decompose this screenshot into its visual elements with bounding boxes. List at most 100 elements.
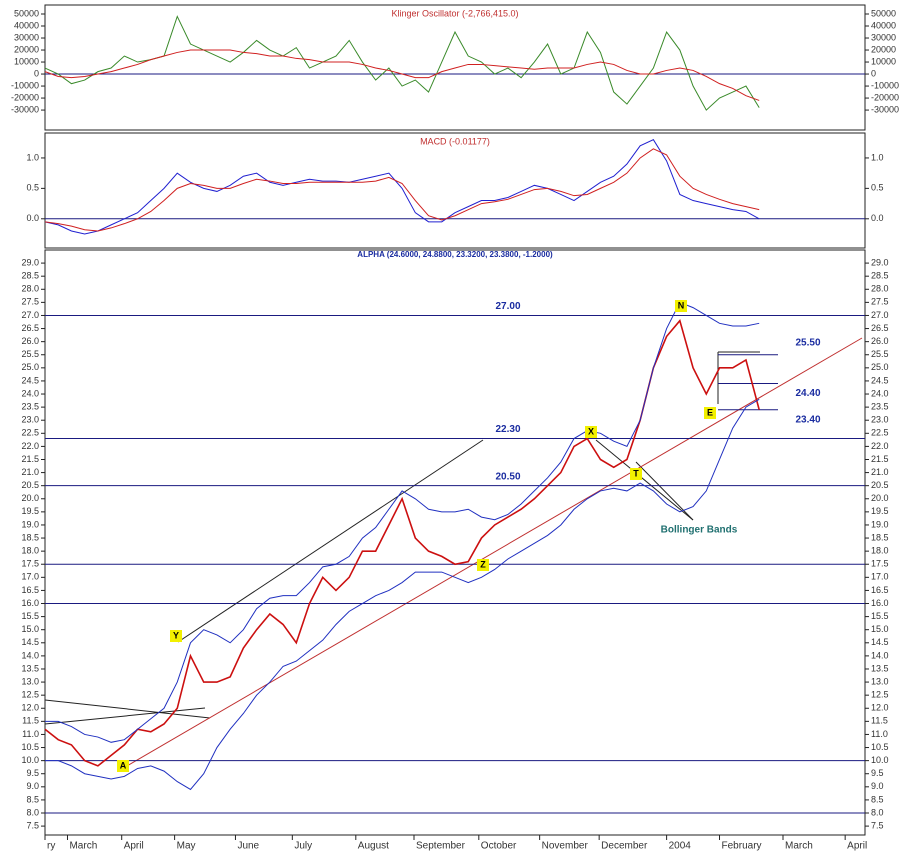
x-tick-label: July — [294, 841, 312, 852]
y-tick-label: 10000 — [14, 56, 39, 66]
y-tick-label: 28.5 — [21, 271, 39, 281]
marker-bg — [630, 468, 642, 480]
level-label: 24.40 — [795, 388, 820, 399]
y-tick-label: 10.5 — [21, 742, 39, 752]
y-tick-label: 13.0 — [871, 676, 889, 686]
y-tick-label: 16.0 — [21, 598, 39, 608]
y-tick-label: 50000 — [871, 8, 896, 18]
y-tick-label: 21.5 — [871, 454, 889, 464]
y-tick-label: 18.5 — [871, 532, 889, 542]
y-tick-label: 24.5 — [21, 375, 39, 385]
x-tick-label: March — [69, 841, 97, 852]
y-tick-label: 22.5 — [21, 428, 39, 438]
y-tick-label: 14.0 — [21, 650, 39, 660]
y-tick-label: 29.0 — [871, 257, 889, 267]
y-tick-label: 13.5 — [21, 663, 39, 673]
y-tick-label: 7.5 — [871, 820, 884, 830]
panel-title: MACD (-0.01177) — [420, 136, 490, 146]
y-tick-label: 18.0 — [871, 546, 889, 556]
y-tick-label: 16.5 — [21, 585, 39, 595]
marker-bg — [170, 630, 182, 642]
y-tick-label: 21.5 — [21, 454, 39, 464]
y-tick-label: 23.0 — [21, 415, 39, 425]
level-label: 25.50 — [795, 337, 820, 348]
y-tick-label: 13.0 — [21, 676, 39, 686]
series-line — [44, 148, 760, 232]
y-tick-label: 14.5 — [871, 637, 889, 647]
x-tick-label: November — [542, 841, 589, 852]
y-tick-label: 30000 — [14, 32, 39, 42]
y-tick-label: 1.0 — [871, 152, 884, 162]
y-tick-label: 17.5 — [21, 559, 39, 569]
y-tick-label: 11.0 — [22, 729, 39, 739]
y-tick-label: 28.5 — [871, 271, 889, 281]
x-tick-label: September — [416, 841, 466, 852]
y-tick-label: 0 — [871, 68, 876, 78]
y-tick-label: 15.5 — [21, 611, 39, 621]
y-tick-label: 8.0 — [871, 807, 884, 817]
y-tick-label: 25.5 — [21, 349, 39, 359]
y-tick-label: -30000 — [871, 104, 899, 114]
marker: X — [588, 426, 594, 436]
y-tick-label: 15.0 — [871, 624, 889, 634]
y-tick-label: 17.0 — [21, 572, 39, 582]
x-tick-label: 2004 — [669, 841, 692, 852]
y-tick-label: 9.0 — [871, 781, 884, 791]
level-label: 22.30 — [495, 424, 520, 435]
panel — [44, 132, 866, 249]
y-tick-label: 27.0 — [871, 310, 889, 320]
y-tick-label: 27.5 — [871, 297, 889, 307]
y-tick-label: 25.0 — [871, 362, 889, 372]
y-tick-label: 50000 — [14, 8, 39, 18]
marker: T — [633, 468, 639, 478]
marker-bg — [477, 559, 489, 571]
y-tick-label: 9.5 — [26, 768, 39, 778]
y-tick-label: 8.5 — [871, 794, 884, 804]
y-tick-label: 26.5 — [21, 323, 39, 333]
series-line — [45, 301, 760, 743]
y-tick-label: 0.0 — [26, 213, 39, 223]
y-tick-label: 19.5 — [871, 506, 889, 516]
marker-bg — [117, 760, 129, 772]
x-tick-label: February — [722, 841, 762, 852]
y-tick-label: 23.5 — [871, 401, 889, 411]
y-tick-label: 15.5 — [871, 611, 889, 621]
y-tick-label: 19.5 — [21, 506, 39, 516]
y-tick-label: 11.0 — [871, 729, 888, 739]
y-tick-label: -20000 — [11, 92, 39, 102]
marker-bg — [704, 407, 716, 419]
y-tick-label: 12.0 — [871, 703, 889, 713]
y-tick-label: 18.5 — [21, 532, 39, 542]
y-tick-label: 9.5 — [871, 768, 884, 778]
series-line — [44, 139, 760, 235]
x-tick-label: August — [358, 841, 389, 852]
y-tick-label: 12.5 — [871, 690, 889, 700]
y-tick-label: -10000 — [871, 80, 899, 90]
y-tick-label: 30000 — [871, 32, 896, 42]
marker: Y — [173, 630, 179, 640]
y-tick-label: 40000 — [871, 20, 896, 30]
y-tick-label: -10000 — [11, 80, 39, 90]
series-line — [44, 49, 760, 101]
y-tick-label: 25.0 — [21, 362, 39, 372]
y-tick-label: -20000 — [871, 92, 899, 102]
x-tick-label: October — [481, 841, 517, 852]
marker-bg — [675, 300, 687, 312]
x-tick-label: December — [601, 841, 648, 852]
y-tick-label: 10.5 — [871, 742, 889, 752]
y-tick-label: 12.0 — [21, 703, 39, 713]
y-tick-label: 14.5 — [21, 637, 39, 647]
y-tick-label: 12.5 — [21, 690, 39, 700]
y-tick-label: 20.5 — [21, 480, 39, 490]
panel — [44, 4, 866, 131]
y-tick-label: 28.0 — [871, 284, 889, 294]
y-tick-label: 20.0 — [871, 493, 889, 503]
marker-bg — [585, 426, 597, 438]
y-tick-label: 28.0 — [21, 284, 39, 294]
x-tick-label: April — [124, 841, 144, 852]
y-tick-label: 18.0 — [21, 546, 39, 556]
y-tick-label: 21.0 — [21, 467, 39, 477]
y-tick-label: 10000 — [871, 56, 896, 66]
panel — [44, 249, 866, 836]
